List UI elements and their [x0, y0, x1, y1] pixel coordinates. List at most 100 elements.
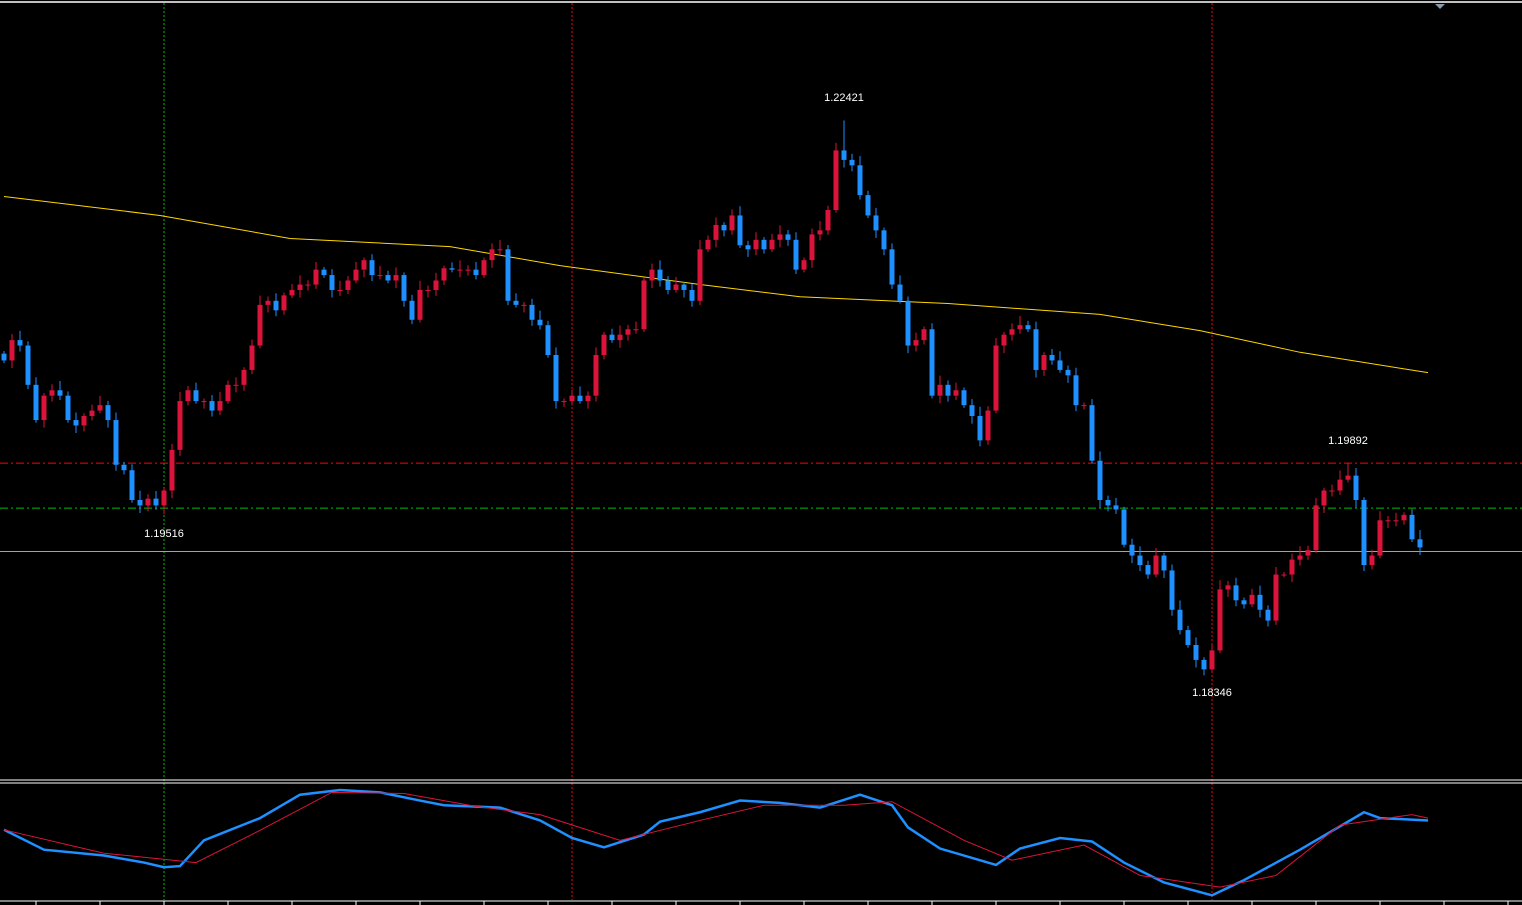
candle-body	[25, 345, 31, 385]
candle-body	[73, 420, 79, 426]
candle-body	[465, 269, 471, 271]
candle-body	[1361, 500, 1367, 566]
shift-marker-icon[interactable]	[1435, 4, 1445, 9]
candle-body	[1025, 325, 1031, 330]
candle-body	[217, 401, 223, 411]
candle-body	[1249, 594, 1255, 605]
candle-body	[369, 260, 375, 276]
candle-body	[753, 239, 759, 250]
candle-body	[1337, 479, 1343, 491]
candle-body	[553, 355, 559, 402]
candle-body	[145, 498, 151, 506]
candle-body	[377, 275, 383, 277]
candle-body	[1121, 509, 1127, 545]
candle-body	[1041, 355, 1047, 370]
candle-body	[281, 295, 287, 311]
candle-body	[937, 384, 943, 396]
candle-body	[9, 340, 15, 361]
candle-body	[545, 325, 551, 356]
candle-body	[1001, 334, 1007, 346]
candle-body	[745, 245, 751, 250]
candle-body	[1377, 520, 1383, 556]
candle-body	[561, 401, 567, 403]
candle-body	[1305, 550, 1311, 556]
candle-body	[417, 289, 423, 320]
oscillator-signal-line	[3, 791, 1429, 888]
candle-body	[89, 410, 95, 416]
candle-body	[633, 329, 639, 331]
candle-body	[801, 260, 807, 270]
candle-body	[1009, 329, 1015, 335]
candle-body	[857, 165, 863, 196]
candle-body	[105, 405, 111, 421]
candle-body	[161, 490, 167, 506]
candle-body	[1233, 585, 1239, 601]
candle-body	[241, 369, 247, 385]
candle-body	[689, 289, 695, 301]
candle-body	[337, 289, 343, 291]
candle-body	[537, 319, 543, 326]
candle-body	[665, 280, 671, 290]
candle-body	[649, 269, 655, 281]
candle-body	[1081, 405, 1087, 407]
candle-body	[929, 329, 935, 396]
candle-body	[257, 304, 263, 346]
candle-body	[625, 329, 631, 335]
candle-body	[313, 269, 319, 285]
candle-body	[729, 215, 735, 231]
candle-body	[1393, 520, 1399, 522]
candle-body	[873, 215, 879, 231]
candle-body	[401, 275, 407, 301]
candle-body	[481, 260, 487, 276]
candle-body	[777, 234, 783, 240]
candle-body	[121, 464, 127, 471]
price-label-high: 1.22421	[824, 92, 864, 105]
candle-body	[1273, 574, 1279, 621]
candle-body	[1385, 520, 1391, 522]
candle-body	[321, 269, 327, 276]
price-label-low: 1.18346	[1192, 686, 1232, 699]
candle-body	[905, 300, 911, 346]
candle-body	[601, 334, 607, 356]
candle-body	[1017, 325, 1023, 330]
candle-body	[889, 249, 895, 285]
candle-body	[49, 390, 55, 396]
candle-body	[1313, 505, 1319, 551]
candle-body	[449, 268, 455, 270]
candle-body	[201, 401, 207, 403]
candle-body	[769, 239, 775, 250]
candle-body	[1257, 594, 1263, 610]
candle-body	[657, 269, 663, 281]
candle-body	[785, 234, 791, 240]
candle-body	[97, 405, 103, 411]
candle-body	[945, 384, 951, 396]
candle-body	[809, 234, 815, 261]
candle-body	[569, 395, 575, 402]
candle-body	[41, 395, 47, 421]
candle-body	[705, 239, 711, 250]
candle-body	[473, 269, 479, 276]
candle-body	[249, 345, 255, 370]
candle-body	[1209, 650, 1215, 670]
candle-body	[609, 334, 615, 341]
candle-body	[1289, 559, 1295, 575]
oscillator-main-line	[3, 788, 1429, 897]
candle-body	[305, 284, 311, 286]
candle-body	[1265, 609, 1271, 621]
moving-average-line	[3, 195, 1429, 374]
candle-body	[737, 215, 743, 246]
candle-body	[1329, 490, 1335, 492]
candle-body	[825, 210, 831, 231]
candle-body	[865, 195, 871, 216]
price-label-high: 1.19892	[1328, 435, 1368, 448]
candle-body	[1417, 539, 1423, 548]
candle-body	[1129, 544, 1135, 556]
candle-body	[169, 449, 175, 491]
candle-body	[1241, 600, 1247, 605]
candle-body	[57, 390, 63, 396]
candle-body	[273, 300, 279, 311]
candle-body	[297, 284, 303, 290]
candle-body	[817, 230, 823, 235]
candle-body	[585, 395, 591, 402]
